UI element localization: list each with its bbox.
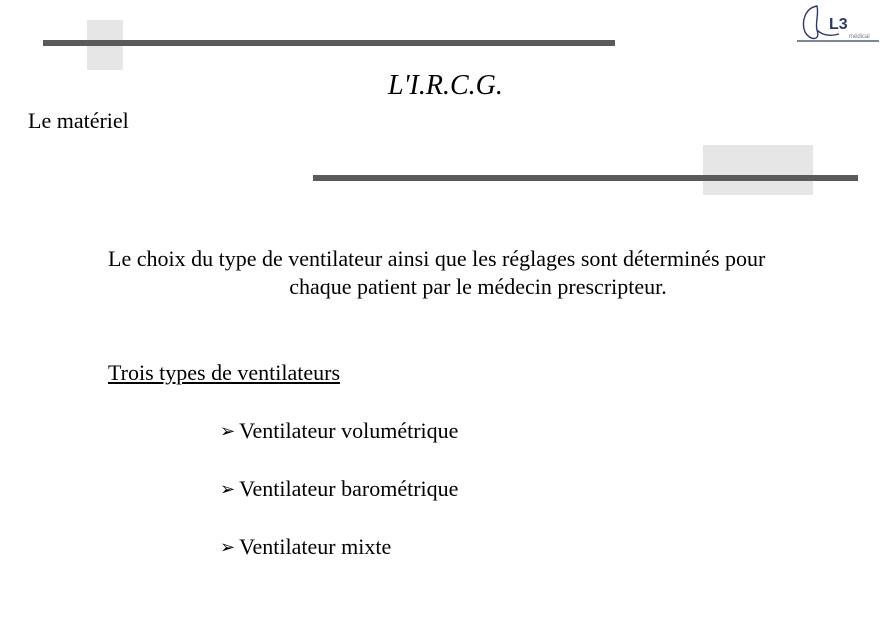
bullet-marker-icon: ➢ xyxy=(220,421,235,442)
bullet-item-1: ➢Ventilateur volumétrique xyxy=(220,418,458,444)
logo-sub-text: médical xyxy=(849,34,870,40)
bullet-text: Ventilateur mixte xyxy=(239,534,391,559)
mid-divider xyxy=(313,175,858,181)
bullet-text: Ventilateur barométrique xyxy=(239,476,458,501)
mid-accent-box xyxy=(703,145,813,195)
bullet-marker-icon: ➢ xyxy=(220,537,235,558)
bullet-item-3: ➢Ventilateur mixte xyxy=(220,534,391,560)
paragraph-line-1: Le choix du type de ventilateur ainsi qu… xyxy=(108,245,848,273)
top-divider xyxy=(43,40,615,46)
slide-subtitle: Le matériel xyxy=(28,108,129,134)
logo-brand-text: L3 xyxy=(829,16,848,33)
bullet-text: Ventilateur volumétrique xyxy=(239,418,458,443)
bullet-item-2: ➢Ventilateur barométrique xyxy=(220,476,458,502)
bullet-marker-icon: ➢ xyxy=(220,479,235,500)
brand-logo: L3 médical xyxy=(795,4,881,46)
section-heading: Trois types de ventilateurs xyxy=(108,360,340,386)
slide-title: L'I.R.C.G. xyxy=(388,70,503,102)
paragraph-line-2: chaque patient par le médecin prescripte… xyxy=(108,273,848,301)
